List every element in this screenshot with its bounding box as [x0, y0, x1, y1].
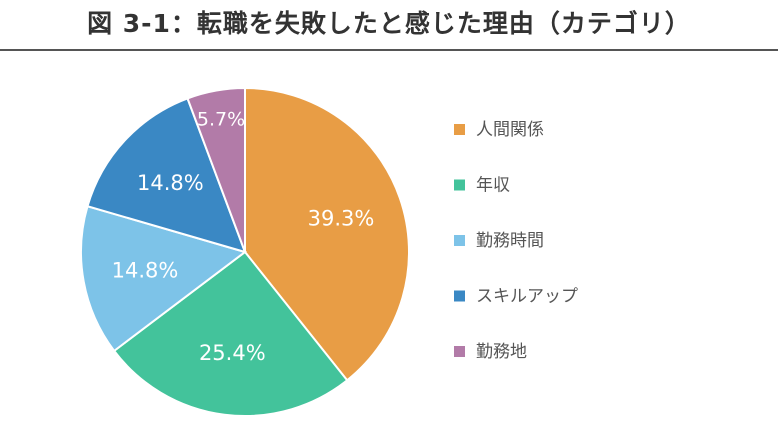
pie-slices — [81, 88, 409, 416]
data-label-4: 14.8% — [137, 171, 204, 195]
data-label-2: 25.4% — [199, 341, 266, 365]
legend-swatch-2 — [454, 180, 465, 191]
data-label-1: 39.3% — [308, 207, 375, 231]
data-label-3: 14.8% — [112, 258, 179, 282]
legend-swatch-5 — [454, 346, 465, 357]
legend-label-1: 人間関係 — [476, 120, 544, 140]
legend-label-4: スキルアップ — [476, 287, 578, 307]
legend-swatch-4 — [454, 291, 465, 302]
legend-label-3: 勤務時間 — [476, 231, 544, 251]
legend-swatch-1 — [454, 124, 465, 135]
legend-label-5: 勤務地 — [476, 342, 527, 362]
legend-label-2: 年収 — [476, 176, 510, 196]
data-label-5: 5.7% — [197, 109, 245, 131]
legend-swatch-3 — [454, 235, 465, 246]
